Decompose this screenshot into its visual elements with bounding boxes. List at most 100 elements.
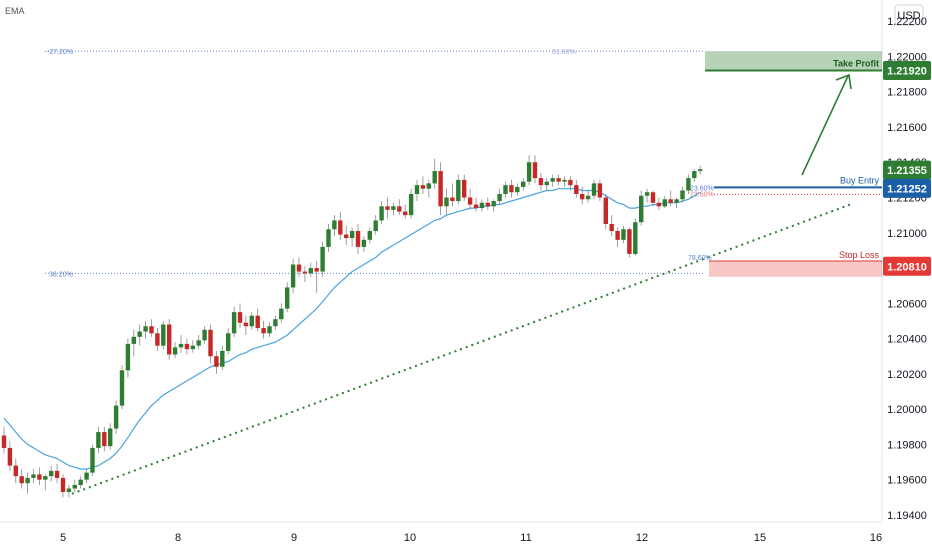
candle-body-up: [432, 171, 437, 184]
candle-body-down: [403, 211, 408, 216]
current-price-tag[interactable]: 1.21355: [883, 160, 931, 180]
y-tick-label: 1.22000: [887, 51, 927, 63]
candle-body-up: [444, 197, 449, 207]
candle: [155, 328, 160, 351]
candle-body-down: [19, 476, 24, 484]
y-tick-label: 1.19400: [887, 510, 927, 522]
target-arrow[interactable]: [801, 73, 852, 176]
candle-body-down: [167, 324, 172, 355]
candle: [320, 241, 325, 277]
candle-body-up: [178, 343, 184, 348]
candle: [585, 190, 591, 203]
candle-body-up: [503, 185, 508, 194]
candle: [403, 204, 408, 219]
candle-body-up: [49, 470, 54, 477]
candle-body-up: [591, 183, 597, 196]
target-arrow-line: [801, 75, 849, 176]
candle: [7, 440, 13, 471]
support-trendline[interactable]: [71, 203, 851, 495]
candle: [521, 178, 526, 191]
candle: [31, 469, 36, 484]
candle: [467, 188, 473, 210]
x-tick-label: 11: [520, 532, 531, 544]
candle: [285, 282, 290, 313]
candle: [397, 199, 402, 216]
candle: [580, 186, 585, 205]
candle: [261, 320, 266, 339]
candle-body-up: [72, 484, 77, 489]
candle-body-up: [125, 343, 131, 371]
take-profit-zone[interactable]: [705, 51, 882, 71]
candle-body-down: [338, 220, 343, 235]
stop-loss-fib-label: 78.60%: [688, 255, 712, 262]
candle-body-up: [226, 333, 231, 351]
y-tick-label: 1.21000: [887, 228, 927, 240]
candle-body-down: [532, 162, 538, 179]
candle: [90, 444, 95, 477]
time-axis[interactable]: 58910111215161314: [0, 0, 882, 544]
take-profit-price-tag[interactable]: 1.21920: [883, 61, 931, 81]
y-tick-label: 1.20600: [887, 298, 927, 310]
candle: [137, 324, 142, 346]
candle-body-down: [420, 185, 426, 189]
candle: [391, 202, 396, 216]
candle: [615, 227, 620, 247]
candle-body-up: [550, 178, 555, 182]
candle: [279, 303, 284, 323]
buy-entry-tag-value: 1.21252: [887, 183, 927, 195]
candle: [60, 474, 66, 498]
candle: [184, 338, 190, 355]
candle: [367, 227, 372, 244]
candle-body-down: [462, 179, 467, 198]
currency-badge[interactable]: USD: [894, 4, 924, 26]
candle-body-down: [473, 204, 479, 209]
candle-body-up: [143, 326, 148, 332]
candle: [562, 176, 567, 187]
candle: [574, 179, 579, 198]
candle: [644, 188, 650, 203]
candle-body-up: [408, 193, 414, 216]
candle: [125, 338, 131, 378]
candle-body-up: [326, 229, 331, 247]
candle: [379, 201, 384, 224]
candle-body-down: [13, 465, 18, 477]
candle-body-up: [526, 162, 532, 182]
candle-body-up: [373, 220, 378, 232]
candle: [190, 340, 195, 353]
stop-loss-zone[interactable]: [709, 261, 882, 277]
candle: [326, 223, 331, 253]
candle: [273, 315, 278, 330]
candle-body-up: [308, 268, 313, 274]
candle: [450, 183, 455, 207]
candle-body-down: [397, 206, 402, 212]
candle-body-up: [84, 472, 89, 480]
y-tick-label: 1.22200: [887, 16, 927, 28]
candle-body-down: [184, 343, 190, 350]
y-tick-label: 1.20000: [887, 404, 927, 416]
stop-loss-tag-box: [883, 256, 931, 276]
candle-body-up: [285, 287, 290, 309]
stop-loss-price-tag[interactable]: 1.20810: [883, 256, 931, 276]
candle: [491, 199, 496, 212]
candle-body-down: [597, 183, 603, 198]
candle: [444, 188, 449, 216]
candle: [113, 400, 119, 434]
candle: [308, 262, 313, 277]
candles: [1, 155, 703, 498]
buy-entry-tag-box: [883, 178, 931, 198]
candle-body-up: [479, 202, 485, 209]
buy-entry-price-tag[interactable]: 1.21252: [883, 178, 931, 198]
candle-body-up: [96, 432, 101, 448]
candle-body-down: [149, 326, 154, 334]
candle-body-up: [544, 181, 549, 186]
candle-body-up: [78, 479, 83, 485]
candle-body-up: [662, 199, 667, 207]
candle: [355, 223, 361, 254]
candle: [509, 179, 514, 198]
candle: [202, 326, 207, 344]
candle-body-up: [279, 308, 284, 320]
candle-body-down: [568, 179, 573, 186]
candle-body-up: [644, 192, 650, 196]
